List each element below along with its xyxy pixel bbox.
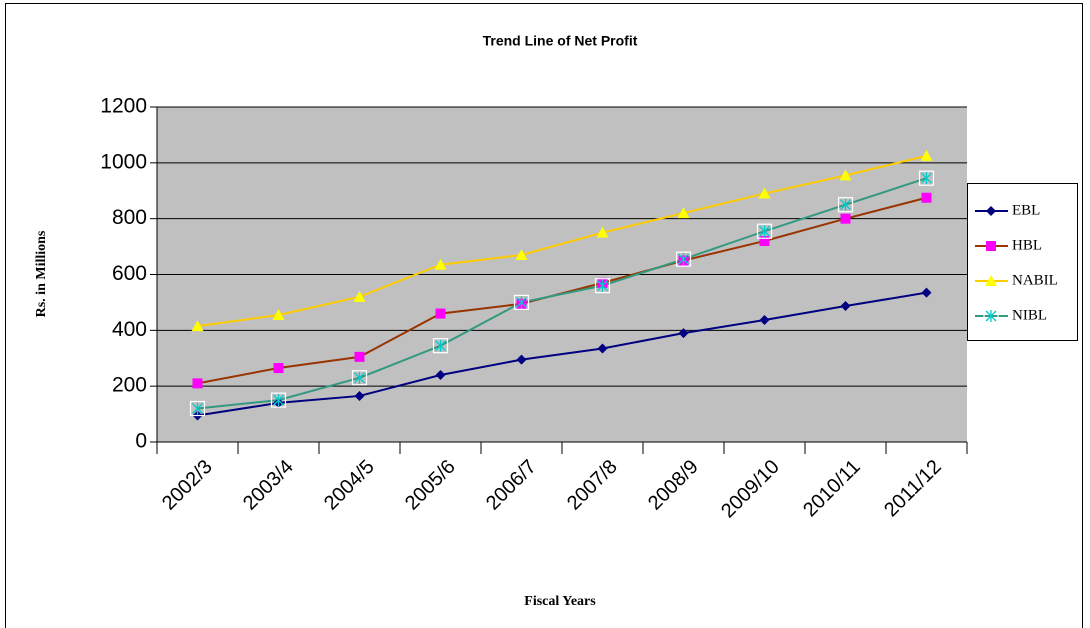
marker-box bbox=[270, 392, 287, 408]
marker-box bbox=[756, 223, 773, 239]
data-point bbox=[273, 363, 284, 374]
marker-box bbox=[189, 400, 206, 417]
data-point bbox=[516, 354, 527, 365]
marker-box bbox=[594, 278, 611, 294]
data-point bbox=[189, 400, 206, 417]
marker-cross bbox=[516, 296, 527, 309]
data-point bbox=[435, 308, 446, 319]
marker-cross bbox=[273, 394, 284, 407]
marker-cross bbox=[840, 198, 851, 211]
series-line bbox=[197, 177, 927, 410]
marker-cross bbox=[354, 371, 365, 384]
data-point bbox=[921, 192, 932, 203]
data-point bbox=[759, 236, 770, 246]
data-point bbox=[353, 290, 366, 302]
data-point bbox=[594, 278, 611, 294]
data-point bbox=[756, 223, 773, 239]
data-point bbox=[270, 392, 287, 408]
marker-box bbox=[983, 308, 999, 324]
legend-label: NABIL bbox=[1012, 272, 1058, 288]
data-point bbox=[192, 378, 203, 389]
legend-marker bbox=[983, 308, 999, 324]
y-tick-label: 1200 bbox=[100, 95, 147, 118]
marker-box bbox=[837, 197, 854, 213]
data-point bbox=[840, 213, 851, 224]
legend-marker bbox=[986, 206, 996, 216]
marker-box bbox=[675, 251, 692, 267]
y-tick-label: 0 bbox=[135, 430, 147, 453]
y-axis-label: Rs. in Millions bbox=[34, 230, 49, 317]
legend bbox=[967, 183, 1078, 341]
data-point bbox=[513, 294, 530, 311]
x-axis-label: Fiscal Years bbox=[524, 594, 596, 609]
marker-cross bbox=[192, 402, 203, 415]
data-point bbox=[351, 370, 368, 386]
marker-cross bbox=[985, 310, 997, 322]
data-point bbox=[837, 197, 854, 213]
marker-box bbox=[513, 294, 530, 311]
data-point bbox=[596, 226, 609, 238]
series-line bbox=[197, 291, 927, 417]
data-point bbox=[677, 207, 690, 219]
y-tick-label: 1000 bbox=[100, 150, 147, 173]
marker-cross bbox=[759, 225, 770, 238]
data-point bbox=[678, 328, 689, 339]
data-point bbox=[354, 390, 365, 401]
marker-cross bbox=[435, 339, 446, 352]
marker-cross bbox=[921, 172, 932, 185]
legend-label: EBL bbox=[1012, 202, 1040, 218]
data-point bbox=[759, 315, 770, 326]
y-tick-label: 800 bbox=[112, 206, 147, 229]
data-point bbox=[675, 251, 692, 267]
marker-box bbox=[351, 370, 368, 386]
data-point bbox=[920, 149, 933, 161]
data-point bbox=[272, 308, 285, 320]
legend-marker bbox=[985, 275, 997, 286]
marker-cross bbox=[597, 279, 608, 292]
data-point bbox=[191, 320, 204, 332]
y-tick-label: 600 bbox=[112, 262, 147, 285]
data-point bbox=[515, 248, 528, 260]
marker-cross bbox=[678, 253, 689, 266]
y-tick-label: 200 bbox=[112, 374, 147, 397]
chart-title: Trend Line of Net Profit bbox=[483, 33, 638, 49]
y-tick-label: 400 bbox=[112, 318, 147, 341]
marker-box bbox=[918, 170, 935, 186]
data-point bbox=[758, 187, 771, 199]
data-point bbox=[918, 170, 935, 186]
legend-marker bbox=[986, 241, 996, 251]
data-point bbox=[434, 258, 447, 270]
series-line bbox=[197, 154, 927, 328]
data-point bbox=[354, 351, 365, 362]
data-point bbox=[840, 301, 851, 312]
data-point bbox=[432, 338, 449, 354]
data-point bbox=[839, 169, 852, 181]
marker-box bbox=[432, 338, 449, 354]
data-point bbox=[921, 287, 932, 298]
data-point bbox=[597, 343, 608, 354]
legend-label: NIBL bbox=[1012, 307, 1047, 323]
legend-label: HBL bbox=[1012, 237, 1042, 253]
data-point bbox=[435, 370, 446, 380]
